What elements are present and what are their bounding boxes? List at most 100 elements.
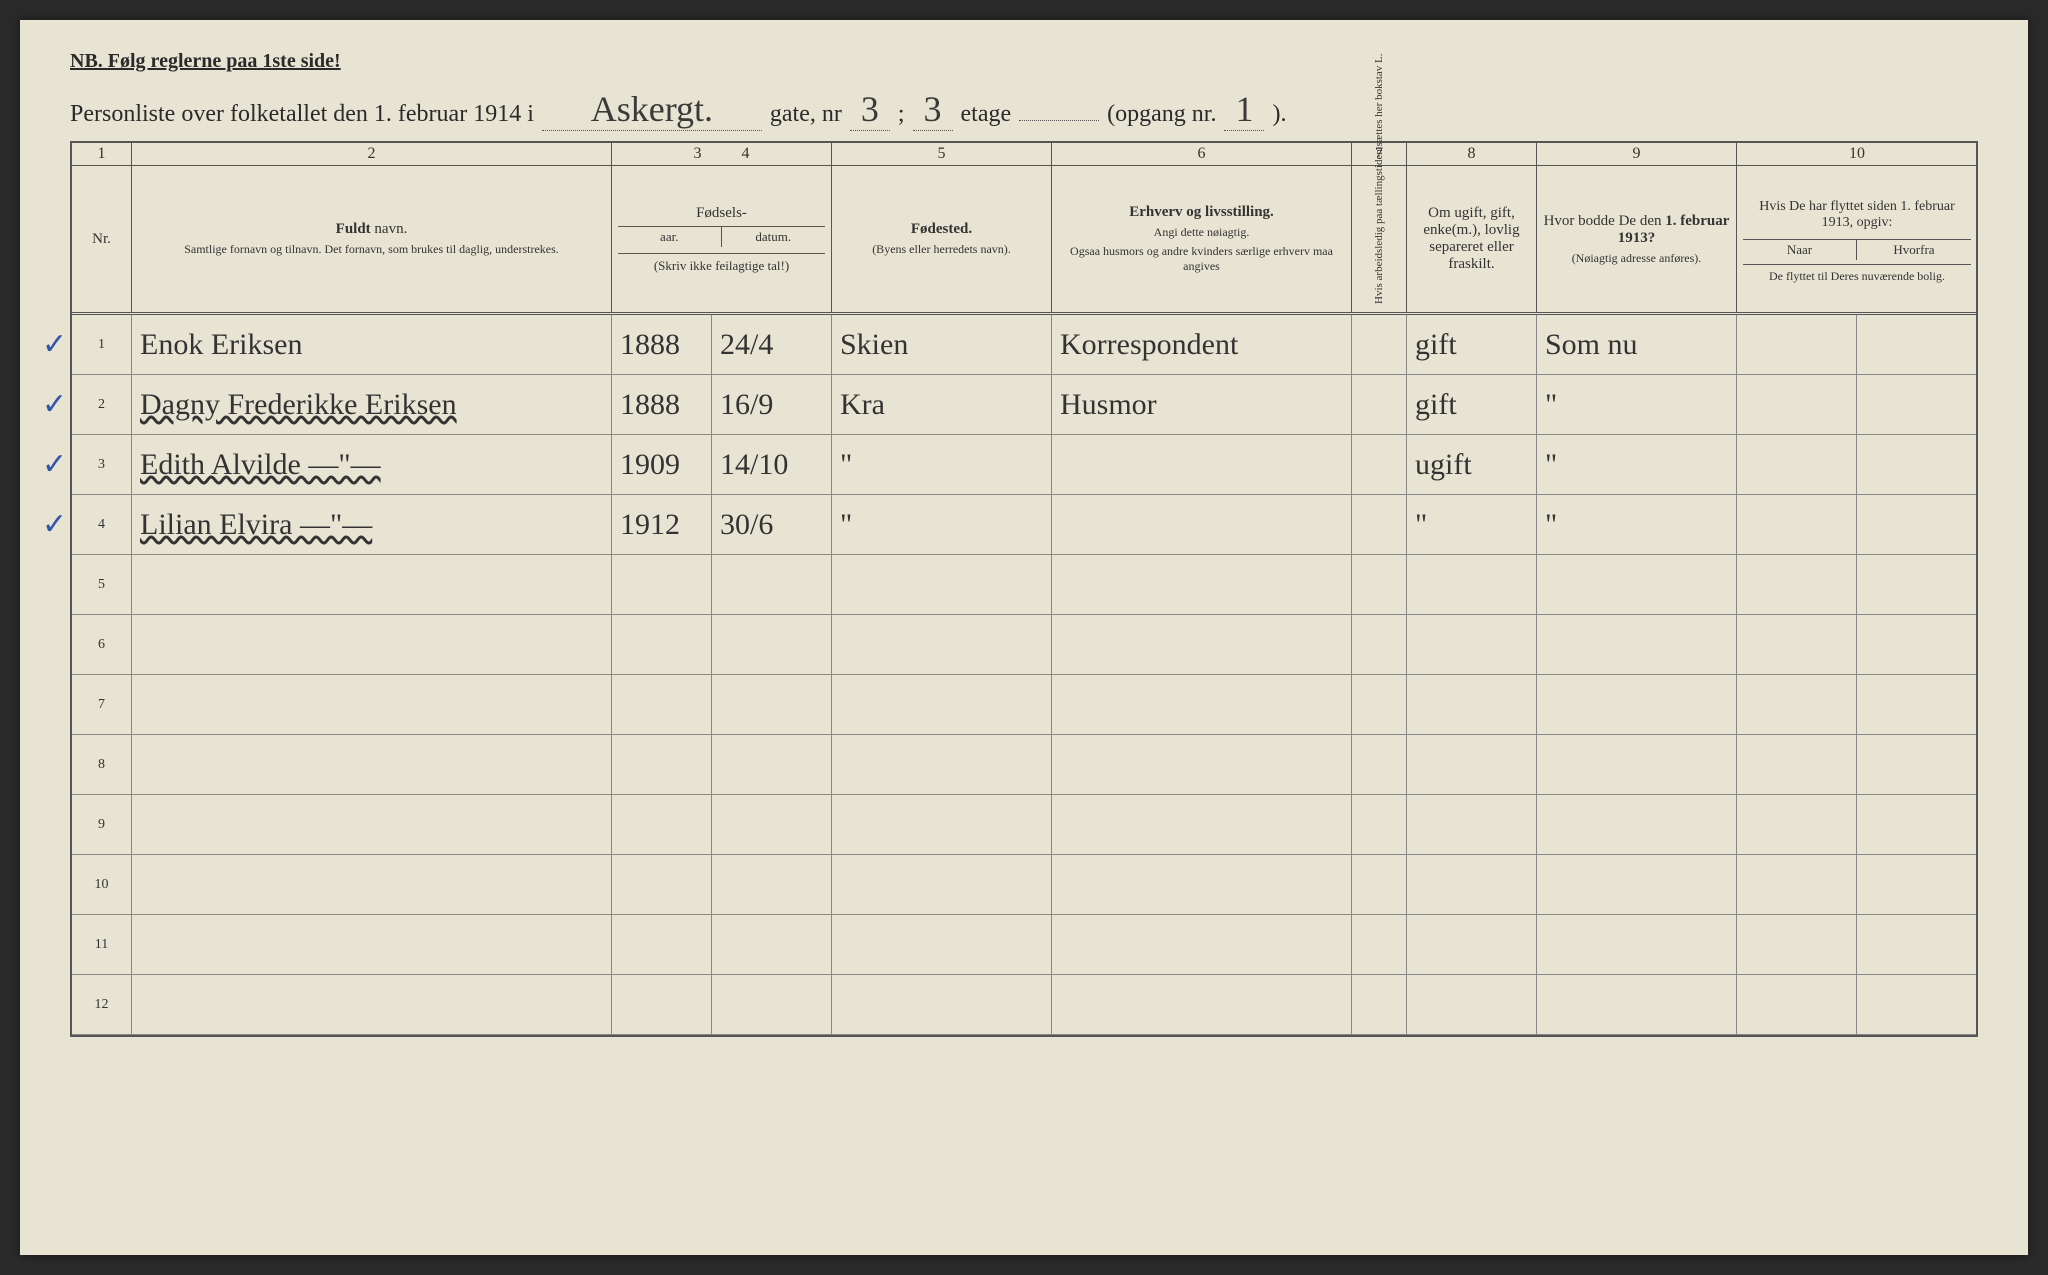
- name-cell: [132, 915, 612, 974]
- colnum-10: 10: [1737, 143, 1977, 165]
- col7-cell: [1352, 915, 1407, 974]
- prev-addr-cell: Som nu: [1537, 315, 1737, 374]
- year-cell: 1912: [612, 495, 712, 554]
- year-cell: 1888: [612, 315, 712, 374]
- row-number: ✓ 1: [72, 315, 132, 374]
- colnum-6: 6: [1052, 143, 1352, 165]
- marital-cell: [1407, 975, 1537, 1034]
- row-number: 8: [72, 735, 132, 794]
- marital-cell: [1407, 615, 1537, 674]
- date-cell: 30/6: [712, 495, 832, 554]
- table-row: ✓ 2 Dagny Frederikke Eriksen 1888 16/9 K…: [72, 375, 1976, 435]
- occupation-cell: [1052, 795, 1352, 854]
- colnum-5: 5: [832, 143, 1052, 165]
- colnum-1: 1: [72, 143, 132, 165]
- birthplace-cell: [832, 555, 1052, 614]
- checkmark-icon: ✓: [42, 507, 67, 542]
- table-row: 10: [72, 855, 1976, 915]
- etage-label: etage: [961, 101, 1012, 128]
- birthplace-cell: [832, 735, 1052, 794]
- prev-addr-cell: [1537, 615, 1737, 674]
- hdr-birthplace: Fødested. (Byens eller herredets navn).: [832, 166, 1052, 312]
- date-cell: 14/10: [712, 435, 832, 494]
- sep: ;: [898, 101, 905, 128]
- prev-addr-cell: [1537, 735, 1737, 794]
- row-number: ✓ 3: [72, 435, 132, 494]
- hdr-marital: Om ugift, gift, enke(m.), lovlig separer…: [1407, 166, 1537, 312]
- marital-cell: ": [1407, 495, 1537, 554]
- occupation-cell: Husmor: [1052, 375, 1352, 434]
- row-number: 5: [72, 555, 132, 614]
- hdr-name: Fuldt navn. Samtlige fornavn og tilnavn.…: [132, 166, 612, 312]
- date-cell: [712, 675, 832, 734]
- naar-cell: [1737, 435, 1857, 494]
- hvorfra-cell: [1857, 315, 1977, 374]
- name-cell: [132, 975, 612, 1034]
- colnum-3-4: 3 4: [612, 143, 832, 165]
- occupation-cell: [1052, 915, 1352, 974]
- year-cell: [612, 675, 712, 734]
- birthplace-cell: ": [832, 435, 1052, 494]
- prev-addr-cell: [1537, 855, 1737, 914]
- name-cell: [132, 855, 612, 914]
- naar-cell: [1737, 915, 1857, 974]
- house-nr: 3: [850, 88, 890, 131]
- naar-cell: [1737, 315, 1857, 374]
- prev-addr-cell: [1537, 795, 1737, 854]
- row-number: 10: [72, 855, 132, 914]
- name-cell: [132, 675, 612, 734]
- occupation-cell: [1052, 495, 1352, 554]
- table-row: ✓ 1 Enok Eriksen 1888 24/4 Skien Korresp…: [72, 315, 1976, 375]
- hdr-occupation: Erhverv og livsstilling. Angi dette nøia…: [1052, 166, 1352, 312]
- table-row: 9: [72, 795, 1976, 855]
- row-number: 9: [72, 795, 132, 854]
- col7-cell: [1352, 975, 1407, 1034]
- opgang-nr: 1: [1224, 88, 1264, 131]
- marital-cell: [1407, 555, 1537, 614]
- census-table: 1 2 3 4 5 6 7 8 9 10 Nr. Fuldt navn. Sam…: [70, 141, 1978, 1037]
- hdr-col7: Hvis arbeidsledig paa tællingstiden sætt…: [1352, 166, 1407, 312]
- table-row: 7: [72, 675, 1976, 735]
- marital-cell: [1407, 735, 1537, 794]
- birthplace-cell: Kra: [832, 375, 1052, 434]
- hvorfra-cell: [1857, 375, 1977, 434]
- year-cell: [612, 615, 712, 674]
- row-number: ✓ 4: [72, 495, 132, 554]
- date-cell: [712, 615, 832, 674]
- hvorfra-cell: [1857, 495, 1977, 554]
- birthplace-cell: [832, 855, 1052, 914]
- table-row: ✓ 3 Edith Alvilde —"— 1909 14/10 " ugift…: [72, 435, 1976, 495]
- name-cell: [132, 735, 612, 794]
- opgang-close: ).: [1272, 101, 1286, 128]
- name-cell: [132, 555, 612, 614]
- col7-cell: [1352, 795, 1407, 854]
- prev-addr-cell: [1537, 675, 1737, 734]
- colnum-8: 8: [1407, 143, 1537, 165]
- birthplace-cell: [832, 915, 1052, 974]
- birthplace-cell: [832, 675, 1052, 734]
- marital-cell: [1407, 915, 1537, 974]
- colnum-9: 9: [1537, 143, 1737, 165]
- hvorfra-cell: [1857, 615, 1977, 674]
- naar-cell: [1737, 615, 1857, 674]
- year-cell: [612, 915, 712, 974]
- table-row: 6: [72, 615, 1976, 675]
- year-cell: 1909: [612, 435, 712, 494]
- year-cell: [612, 795, 712, 854]
- hdr-birth: Fødsels- aar. datum. (Skriv ikke feilagt…: [612, 166, 832, 312]
- column-numbers-row: 1 2 3 4 5 6 7 8 9 10: [72, 143, 1976, 166]
- col7-cell: [1352, 435, 1407, 494]
- year-cell: [612, 735, 712, 794]
- row-number: 11: [72, 915, 132, 974]
- row-number: 7: [72, 675, 132, 734]
- col7-cell: [1352, 495, 1407, 554]
- occupation-cell: Korrespondent: [1052, 315, 1352, 374]
- date-cell: [712, 855, 832, 914]
- marital-cell: [1407, 855, 1537, 914]
- col7-cell: [1352, 555, 1407, 614]
- prev-addr-cell: [1537, 555, 1737, 614]
- naar-cell: [1737, 375, 1857, 434]
- date-cell: 24/4: [712, 315, 832, 374]
- col7-cell: [1352, 315, 1407, 374]
- naar-cell: [1737, 795, 1857, 854]
